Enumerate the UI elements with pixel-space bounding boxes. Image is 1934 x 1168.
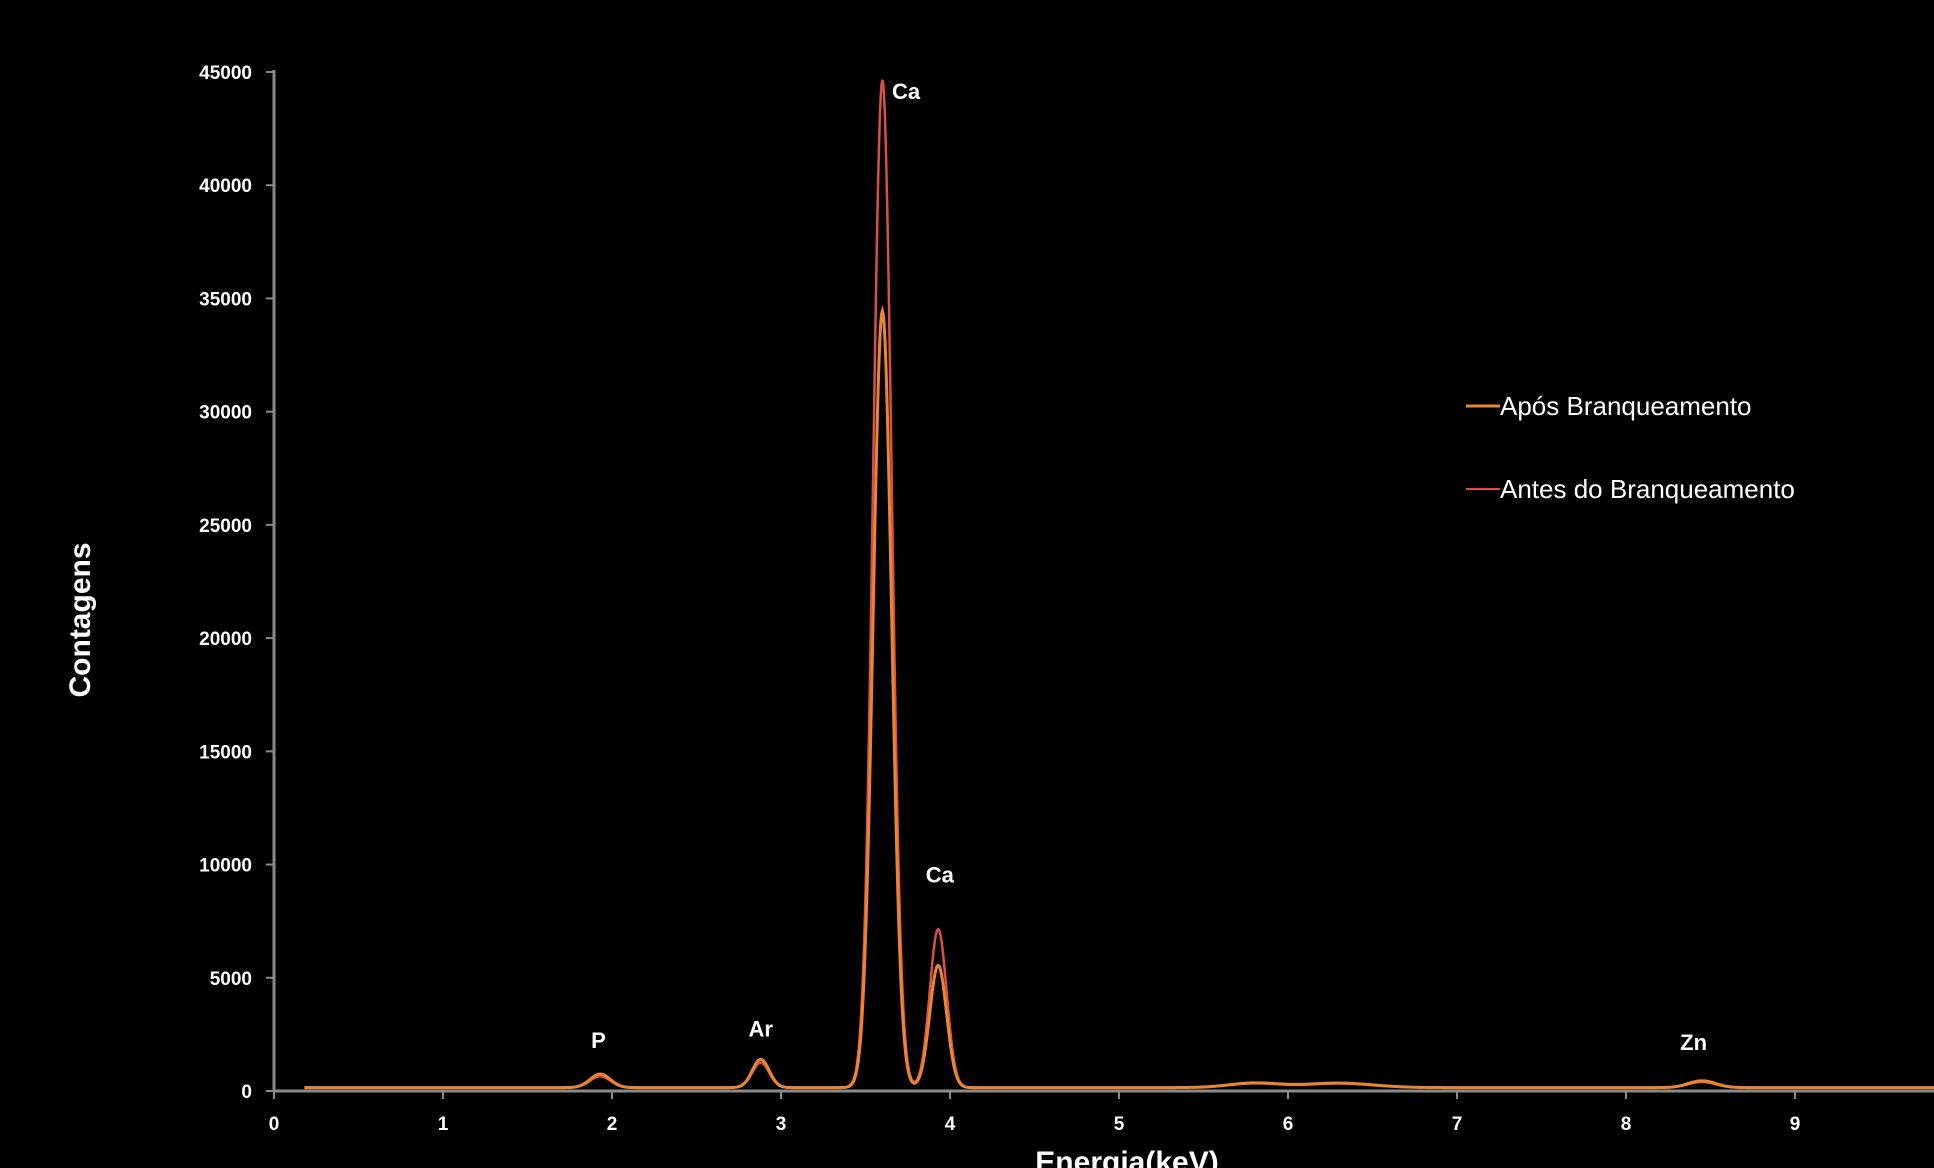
peak-annotation: Ar [748, 1017, 773, 1042]
x-tick-label: 7 [1452, 1114, 1463, 1135]
peak-annotation: Zn [1680, 1030, 1707, 1055]
y-tick-label: 10000 [199, 856, 252, 877]
y-tick-label: 20000 [199, 629, 252, 650]
y-tick-label: 15000 [199, 742, 252, 763]
legend-label-series-2: Antes do Branqueamento [1500, 474, 1795, 504]
axes [266, 70, 1934, 1099]
x-tick-label: 1 [438, 1114, 449, 1135]
peak-annotation: P [591, 1028, 606, 1053]
y-tick-label: 30000 [199, 403, 252, 424]
y-tick-label: 35000 [199, 289, 252, 310]
y-tick-label: 0 [241, 1082, 252, 1103]
series-line-1 [304, 305, 1934, 1090]
legend-label-series-1: Após Branqueamento [1500, 391, 1752, 421]
x-tick-label: 3 [776, 1114, 787, 1135]
y-tick-label: 5000 [210, 969, 252, 990]
x-tick-labels: 0 1 2 3 4 5 6 7 8 9 [269, 1114, 1801, 1135]
x-tick-label: 5 [1114, 1114, 1125, 1135]
y-tick-labels: 0 5000 10000 15000 20000 25000 30000 35000 40000… [199, 63, 252, 1103]
x-tick-label: 8 [1621, 1114, 1632, 1135]
x-tick-label: 0 [269, 1114, 280, 1135]
x-tick-label: 9 [1790, 1114, 1801, 1135]
legend: Após Branqueamento Antes do Branqueament… [1466, 391, 1795, 504]
x-tick-label: 2 [607, 1114, 618, 1135]
x-axis-label: Energia(keV) [1035, 1146, 1218, 1168]
series-line-2 [304, 79, 1934, 1089]
x-tick-label: 4 [945, 1114, 956, 1135]
peak-annotation: Ca [926, 863, 955, 888]
y-axis-label: Contagens [64, 542, 97, 697]
y-tick-label: 25000 [199, 516, 252, 537]
x-tick-label: 6 [1283, 1114, 1294, 1135]
y-tick-label: 40000 [199, 176, 252, 197]
y-tick-label: 45000 [199, 63, 252, 84]
peak-annotation: Ca [892, 79, 921, 104]
peak-annotations: P Ar Ca Ca Zn [591, 79, 1707, 1055]
series-lines [304, 79, 1934, 1090]
